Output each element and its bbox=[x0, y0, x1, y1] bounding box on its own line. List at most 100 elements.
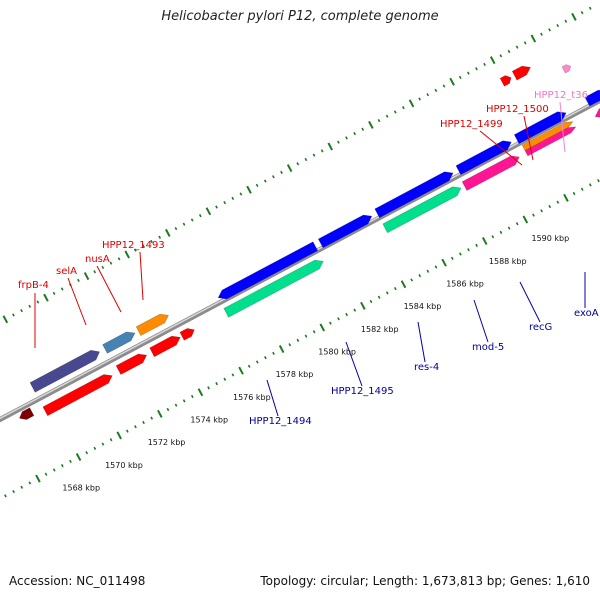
gene-label[interactable]: mod-5 bbox=[472, 342, 504, 353]
minor-tick bbox=[69, 459, 72, 463]
major-tick bbox=[205, 207, 212, 216]
major-tick bbox=[327, 142, 334, 151]
minor-tick bbox=[337, 140, 340, 144]
minor-tick bbox=[4, 494, 7, 498]
minor-tick bbox=[345, 312, 349, 317]
gene-label[interactable]: HPP12_t36 bbox=[534, 90, 588, 101]
gene-arrow[interactable] bbox=[135, 313, 169, 337]
major-tick bbox=[368, 120, 374, 129]
gene-features bbox=[18, 64, 600, 420]
gene-arrow[interactable] bbox=[102, 331, 136, 354]
major-tick bbox=[246, 185, 252, 194]
gene-label[interactable]: HPP12_1494 bbox=[249, 416, 312, 427]
major-tick bbox=[360, 301, 366, 310]
minor-tick bbox=[483, 62, 486, 67]
gene-arrow[interactable] bbox=[115, 353, 148, 375]
gene-arrow[interactable] bbox=[217, 241, 319, 300]
gene-label-leader bbox=[345, 341, 363, 387]
accession-text: Accession: NC_011498 bbox=[9, 574, 146, 588]
gene-arrow[interactable] bbox=[42, 374, 113, 417]
minor-tick bbox=[52, 291, 56, 295]
gene-label[interactable]: frpB-4 bbox=[18, 280, 49, 291]
major-tick bbox=[400, 280, 407, 289]
gene-label[interactable]: selA bbox=[56, 266, 77, 277]
minor-tick bbox=[20, 309, 23, 313]
minor-tick bbox=[304, 157, 308, 162]
major-tick bbox=[75, 453, 82, 462]
gene-label-leader bbox=[519, 281, 541, 323]
major-tick bbox=[2, 315, 9, 324]
minor-tick bbox=[394, 286, 397, 291]
gene-label[interactable]: HPP12_1499 bbox=[440, 119, 503, 130]
gene-label[interactable]: exoA bbox=[574, 308, 599, 319]
gene-arrow[interactable] bbox=[317, 214, 373, 249]
gene-arrow[interactable] bbox=[594, 102, 600, 118]
gene-label[interactable]: nusA bbox=[85, 254, 110, 265]
scale-tick-label: 1580 kbp bbox=[318, 348, 356, 357]
major-tick bbox=[157, 409, 163, 418]
scale-tick-label: 1568 kbp bbox=[62, 484, 100, 493]
minor-tick bbox=[353, 308, 357, 312]
minor-tick bbox=[239, 192, 243, 196]
gene-label[interactable]: res-4 bbox=[414, 362, 439, 373]
gene-arrow[interactable] bbox=[511, 65, 531, 81]
minor-tick bbox=[142, 420, 145, 425]
minor-tick bbox=[507, 49, 511, 54]
major-tick bbox=[408, 99, 415, 108]
minor-tick bbox=[385, 114, 389, 118]
gene-arrow[interactable] bbox=[561, 64, 572, 74]
gene-labels: frpB-4 selA nusA HPP12_1493 HPP12_1499 HPP12_… bbox=[18, 90, 599, 427]
minor-tick bbox=[28, 304, 32, 308]
minor-tick bbox=[231, 196, 235, 200]
gene-arrow[interactable] bbox=[29, 349, 101, 393]
major-tick bbox=[238, 366, 244, 375]
gene-label[interactable]: HPP12_1493 bbox=[102, 240, 165, 251]
lower-tick-track bbox=[0, 178, 600, 504]
gene-label-leader bbox=[67, 277, 87, 326]
gene-arrow[interactable] bbox=[149, 335, 181, 358]
major-tick bbox=[522, 215, 529, 224]
major-tick bbox=[124, 250, 130, 259]
gene-arrow[interactable] bbox=[499, 75, 512, 87]
minor-tick bbox=[458, 75, 462, 80]
scale-tick-label: 1578 kbp bbox=[276, 370, 314, 379]
minor-tick bbox=[223, 377, 227, 381]
minor-tick bbox=[60, 287, 64, 291]
gene-label[interactable]: HPP12_1500 bbox=[486, 104, 549, 115]
major-tick bbox=[165, 228, 171, 237]
scale-tick-labels: 1568 kbp 1570 kbp 1572 kbp 1574 kbp 1576 kbp… bbox=[62, 234, 569, 492]
minor-tick bbox=[150, 416, 154, 420]
minor-tick bbox=[280, 170, 283, 175]
minor-tick bbox=[580, 11, 584, 15]
scale-tick-label: 1572 kbp bbox=[148, 438, 186, 447]
gene-arrow[interactable] bbox=[223, 259, 324, 318]
minor-tick bbox=[109, 438, 113, 442]
gene-arrow[interactable] bbox=[374, 171, 454, 219]
minor-tick bbox=[231, 373, 235, 377]
upper-tick-track bbox=[2, 6, 592, 324]
minor-tick bbox=[85, 451, 89, 455]
gene-label[interactable]: recG bbox=[529, 322, 552, 333]
gene-arrow[interactable] bbox=[455, 140, 512, 176]
gene-label[interactable]: HPP12_1495 bbox=[331, 386, 394, 397]
gene-label-leader bbox=[479, 130, 523, 166]
minor-tick bbox=[125, 429, 129, 433]
gene-arrow[interactable] bbox=[382, 186, 462, 234]
gene-arrow[interactable] bbox=[179, 328, 195, 341]
minor-tick bbox=[369, 299, 373, 304]
minor-tick bbox=[442, 84, 446, 88]
minor-tick bbox=[361, 127, 365, 131]
gene-label-leader bbox=[139, 251, 144, 301]
gene-arrow[interactable] bbox=[521, 121, 574, 152]
gene-arrow[interactable] bbox=[18, 407, 35, 420]
minor-tick bbox=[101, 265, 105, 270]
minor-tick bbox=[515, 222, 519, 226]
major-tick bbox=[530, 34, 537, 43]
minor-tick bbox=[93, 270, 97, 274]
minor-tick bbox=[296, 338, 300, 343]
scale-tick-label: 1582 kbp bbox=[361, 325, 399, 334]
gene-arrow[interactable] bbox=[513, 111, 567, 145]
gene-arrow[interactable] bbox=[584, 89, 600, 107]
minor-tick bbox=[174, 403, 178, 407]
